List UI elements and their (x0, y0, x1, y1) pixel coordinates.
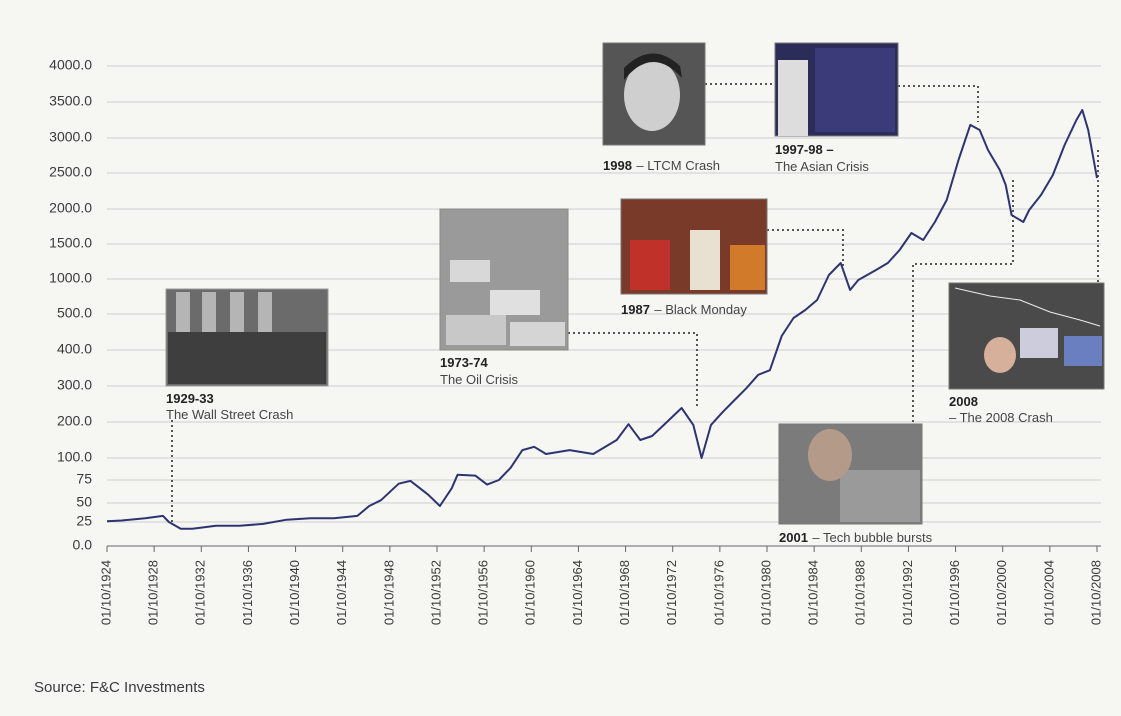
x-tick-label: 01/10/1940 (287, 560, 302, 625)
y-tick-label: 1500.0 (49, 235, 92, 251)
x-tick-label: 01/10/2004 (1041, 560, 1056, 625)
x-tick-label: 01/10/1956 (476, 560, 491, 625)
connector (767, 230, 843, 268)
page: {"chart_data": { "type": "line", "color"… (0, 0, 1121, 711)
y-tick-label: 400.0 (57, 341, 92, 357)
x-tick-label: 01/10/1992 (900, 560, 915, 625)
chart: 1929-33 The Wall Street Crash 1973-74 Th… (0, 0, 1121, 711)
source-note: Source: F&C Investments (34, 679, 205, 696)
y-tick-label: 500.0 (57, 305, 92, 321)
x-tick-label: 01/10/1964 (570, 560, 585, 625)
annotation-period: 1973-74 (440, 355, 488, 370)
photo (775, 43, 898, 136)
photo (621, 199, 767, 294)
x-tick-label: 01/10/1988 (853, 560, 868, 625)
x-tick-label: 01/10/1960 (523, 560, 538, 625)
y-tick-label: 75 (76, 471, 92, 487)
x-tick-label: 01/10/2000 (994, 560, 1009, 625)
y-tick-label: 4000.0 (49, 57, 92, 73)
annotation-event: The Oil Crisis (440, 372, 519, 387)
x-tick-label: 01/10/1952 (428, 560, 443, 625)
x-tick-label: 01/10/2008 (1088, 560, 1103, 625)
y-tick-label: 2500.0 (49, 164, 92, 180)
y-tick-label: 300.0 (57, 377, 92, 393)
x-tick-label: 01/10/1976 (711, 560, 726, 625)
x-tick-label: 01/10/1984 (806, 560, 821, 625)
annotation-event: – Tech bubble bursts (812, 530, 932, 545)
y-tick-label: 100.0 (57, 449, 92, 465)
x-tick-label: 01/10/1932 (193, 560, 208, 625)
annotation-period: 1997-98 – (775, 142, 834, 157)
photo (603, 43, 705, 145)
annotation-period: 1929-33 (166, 391, 214, 406)
annotation-event: – Black Monday (654, 302, 747, 317)
x-tick-label: 01/10/1972 (664, 560, 679, 625)
x-tick-label: 01/10/1968 (617, 560, 632, 625)
y-tick-label: 25 (76, 513, 92, 529)
x-tick-label: 01/10/1996 (947, 560, 962, 625)
annotation-event: – LTCM Crash (636, 158, 720, 173)
annotation-period: 2001 (779, 530, 808, 545)
annotation-event: The Asian Crisis (775, 159, 869, 174)
photo (779, 424, 922, 524)
x-tick-label: 01/10/1948 (381, 560, 396, 625)
annotation: 1998 – LTCM Crash (603, 157, 720, 174)
annotation-period: 1998 (603, 158, 632, 173)
photo (440, 209, 568, 350)
y-tick-label: 3000.0 (49, 129, 92, 145)
annotation-period: 1987 (621, 302, 650, 317)
y-tick-label: 200.0 (57, 413, 92, 429)
annotation-event: – The 2008 Crash (949, 410, 1053, 425)
annotation-period: 2008 (949, 394, 978, 409)
y-tick-label: 3500.0 (49, 93, 92, 109)
x-tick-label: 01/10/1936 (240, 560, 255, 625)
x-tick-label: 01/10/1924 (98, 560, 113, 625)
x-tick-label: 01/10/1928 (146, 560, 161, 625)
photo (166, 289, 328, 386)
connector (898, 86, 978, 122)
y-tick-label: 1000.0 (49, 270, 92, 286)
y-tick-label: 2000.0 (49, 200, 92, 216)
connector (568, 333, 697, 408)
y-tick-label: 0.0 (73, 537, 93, 553)
y-tick-label: 50 (76, 494, 92, 510)
annotation-event: The Wall Street Crash (166, 407, 293, 422)
annotation: 1987 – Black Monday (621, 301, 747, 318)
x-tick-label: 01/10/1980 (758, 560, 773, 625)
x-tick-label: 01/10/1944 (334, 560, 349, 625)
photo (949, 283, 1104, 389)
annotation: 2001 – Tech bubble bursts (779, 529, 933, 546)
